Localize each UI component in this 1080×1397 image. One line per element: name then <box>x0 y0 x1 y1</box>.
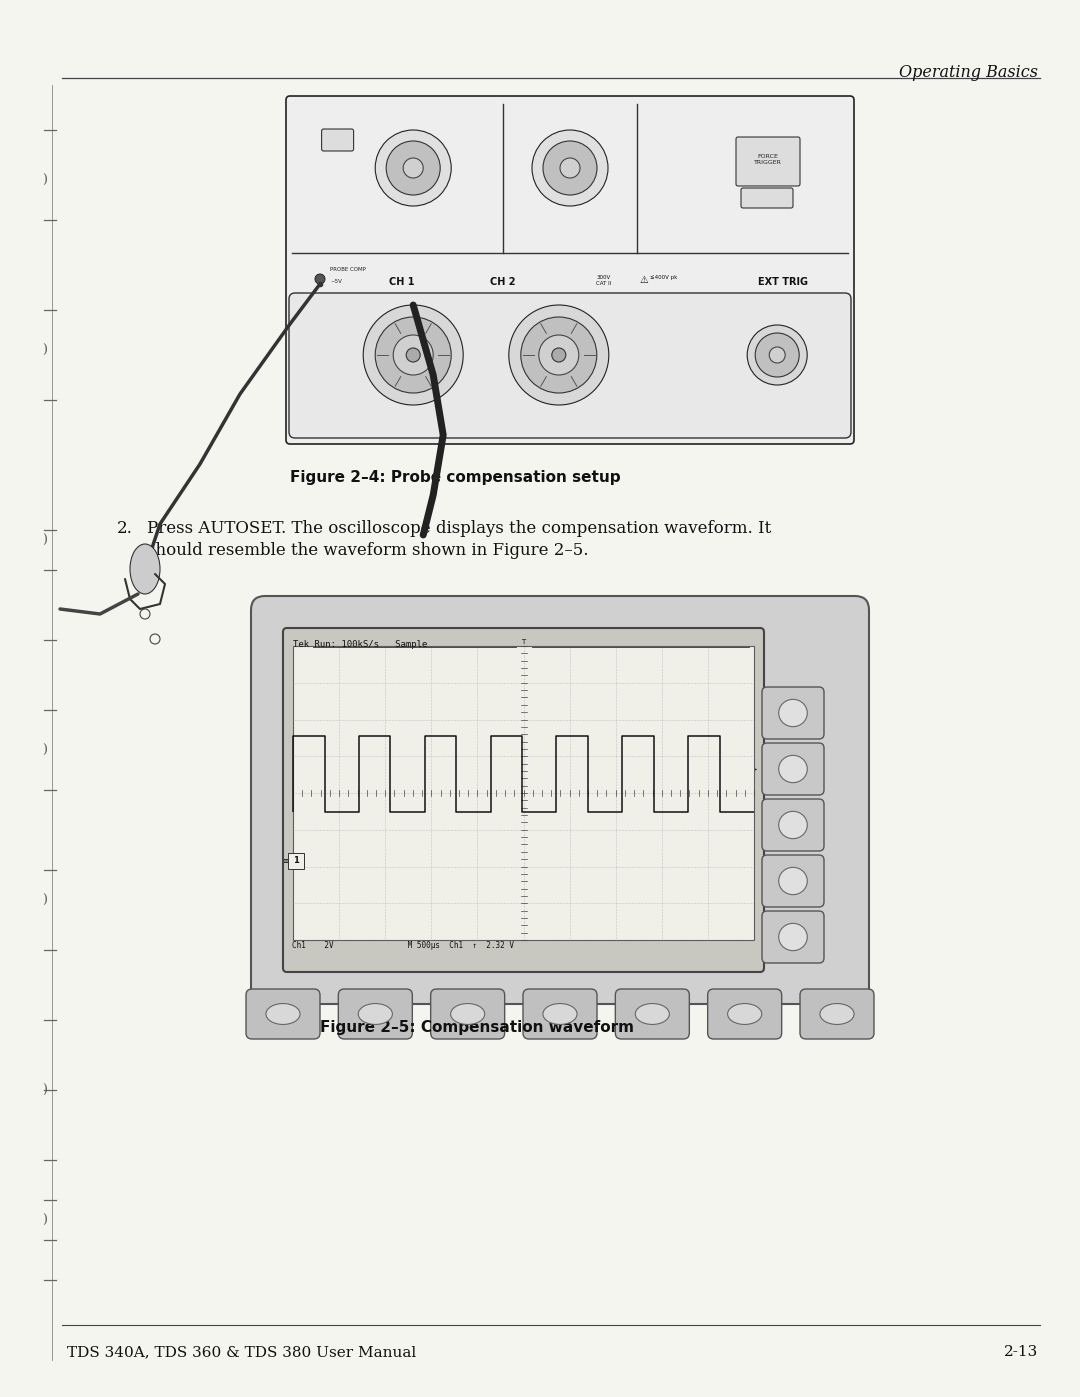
Ellipse shape <box>635 1003 670 1024</box>
Text: Figure 2–4: Probe compensation setup: Figure 2–4: Probe compensation setup <box>291 469 621 485</box>
Ellipse shape <box>728 1003 761 1024</box>
Text: ): ) <box>42 1084 48 1097</box>
Circle shape <box>375 130 451 205</box>
FancyBboxPatch shape <box>616 989 689 1039</box>
Ellipse shape <box>543 1003 577 1024</box>
Text: ): ) <box>42 173 48 187</box>
FancyBboxPatch shape <box>741 189 793 208</box>
FancyBboxPatch shape <box>762 743 824 795</box>
Text: ): ) <box>42 534 48 546</box>
Circle shape <box>755 332 799 377</box>
Text: Press AUTOSET. The oscilloscope displays the compensation waveform. It: Press AUTOSET. The oscilloscope displays… <box>147 520 771 536</box>
Circle shape <box>543 141 597 196</box>
Text: 2-13: 2-13 <box>1003 1345 1038 1359</box>
Text: 1: 1 <box>293 856 299 865</box>
Text: TDS 340A, TDS 360 & TDS 380 User Manual: TDS 340A, TDS 360 & TDS 380 User Manual <box>67 1345 416 1359</box>
Ellipse shape <box>779 868 807 894</box>
FancyBboxPatch shape <box>800 989 874 1039</box>
FancyBboxPatch shape <box>762 855 824 907</box>
Circle shape <box>406 348 420 362</box>
FancyBboxPatch shape <box>288 852 303 869</box>
FancyBboxPatch shape <box>707 989 782 1039</box>
FancyBboxPatch shape <box>735 137 800 186</box>
FancyBboxPatch shape <box>762 911 824 963</box>
FancyBboxPatch shape <box>283 629 764 972</box>
Text: Operating Basics: Operating Basics <box>899 64 1038 81</box>
Circle shape <box>521 317 597 393</box>
Text: ): ) <box>42 344 48 356</box>
Text: ): ) <box>42 894 48 907</box>
Text: FORCE
TRIGGER: FORCE TRIGGER <box>754 154 782 165</box>
Ellipse shape <box>779 812 807 838</box>
FancyBboxPatch shape <box>289 293 851 439</box>
Text: ≤400V pk: ≤400V pk <box>650 275 677 279</box>
Circle shape <box>769 346 785 363</box>
Text: PROBE COMP: PROBE COMP <box>330 267 366 272</box>
Text: ≡: ≡ <box>283 855 291 866</box>
Ellipse shape <box>820 1003 854 1024</box>
Text: Tek Run: 100kS/s   Sample: Tek Run: 100kS/s Sample <box>293 640 428 650</box>
Bar <box>295 293 845 430</box>
Circle shape <box>387 141 441 196</box>
Bar <box>293 645 754 940</box>
FancyBboxPatch shape <box>246 989 320 1039</box>
Text: Figure 2–5: Compensation waveform: Figure 2–5: Compensation waveform <box>320 1020 634 1035</box>
Ellipse shape <box>266 1003 300 1024</box>
Text: T: T <box>522 638 526 645</box>
Circle shape <box>509 305 609 405</box>
Text: Ch1    2V                M 500μs  Ch1  ↑  2.32 V: Ch1 2V M 500μs Ch1 ↑ 2.32 V <box>292 942 514 950</box>
Text: ~5V: ~5V <box>330 279 342 284</box>
Circle shape <box>539 335 579 374</box>
Circle shape <box>552 348 566 362</box>
Circle shape <box>315 274 325 284</box>
Text: 300V
CAT II: 300V CAT II <box>596 275 611 286</box>
Ellipse shape <box>359 1003 392 1024</box>
Text: CH 2: CH 2 <box>490 277 515 286</box>
FancyBboxPatch shape <box>251 597 869 1004</box>
Ellipse shape <box>450 1003 485 1024</box>
Ellipse shape <box>779 700 807 726</box>
Circle shape <box>375 317 451 393</box>
Text: ): ) <box>42 1214 48 1227</box>
Circle shape <box>363 305 463 405</box>
Text: CH 1: CH 1 <box>389 277 415 286</box>
Ellipse shape <box>779 923 807 950</box>
FancyBboxPatch shape <box>523 989 597 1039</box>
FancyBboxPatch shape <box>286 96 854 444</box>
Text: ): ) <box>42 743 48 757</box>
Ellipse shape <box>130 543 160 594</box>
Ellipse shape <box>779 756 807 782</box>
Text: ⚠: ⚠ <box>639 275 648 285</box>
Circle shape <box>393 335 433 374</box>
FancyBboxPatch shape <box>338 989 413 1039</box>
FancyBboxPatch shape <box>762 687 824 739</box>
Circle shape <box>403 158 423 177</box>
Text: EXT TRIG: EXT TRIG <box>758 277 808 286</box>
Circle shape <box>747 326 807 386</box>
Text: 2.: 2. <box>117 520 133 536</box>
FancyBboxPatch shape <box>762 799 824 851</box>
Circle shape <box>532 130 608 205</box>
Circle shape <box>561 158 580 177</box>
FancyBboxPatch shape <box>431 989 504 1039</box>
Text: should resemble the waveform shown in Figure 2–5.: should resemble the waveform shown in Fi… <box>147 542 589 559</box>
FancyBboxPatch shape <box>322 129 353 151</box>
